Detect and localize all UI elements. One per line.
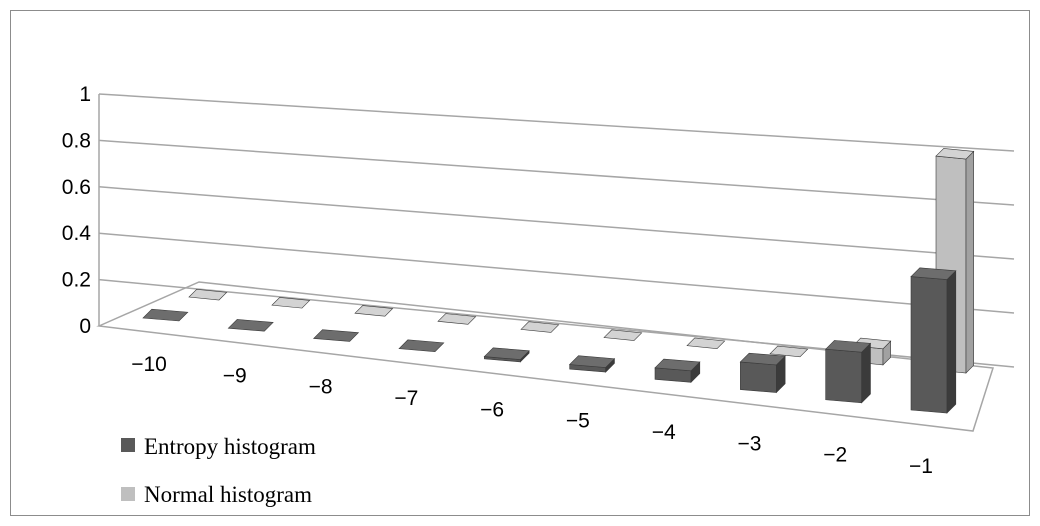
bar-entropy	[824, 340, 872, 404]
x-tick-label: −6	[480, 398, 504, 421]
floor-outline	[96, 281, 994, 432]
x-tick-label: −7	[394, 387, 418, 410]
x-tick-label: −10	[131, 353, 167, 376]
y-tick-label: 0.4	[62, 222, 92, 245]
bar-normal	[686, 337, 726, 349]
gridline	[98, 186, 1015, 260]
legend-label-normal: Normal histogram	[144, 482, 312, 507]
x-tick-label: −4	[652, 421, 676, 444]
y-tick-label: 0.2	[62, 269, 91, 292]
x-tick-label: −1	[909, 455, 933, 478]
x-tick-label: −5	[566, 410, 590, 433]
x-axis-ticks: −10 −9 −8 −7 −6 −5 −4 −3 −2 −1	[131, 353, 933, 478]
gridline	[98, 139, 1015, 206]
bar-normal	[769, 345, 809, 358]
gridline	[98, 93, 1015, 152]
bar-entropy	[654, 358, 701, 384]
gridlines	[96, 93, 1015, 432]
bar-entropy	[568, 355, 616, 373]
y-tick-label: 0.8	[62, 129, 91, 152]
bar-entropy	[483, 347, 530, 363]
bar-entropy	[398, 339, 445, 352]
bar-normal	[520, 321, 560, 333]
y-tick-label: 1	[79, 83, 91, 106]
bar-entropy	[142, 308, 189, 322]
y-tick-label: 0	[79, 315, 91, 338]
x-tick-label: −2	[823, 444, 847, 467]
bar-normal	[354, 305, 394, 317]
legend-label-entropy: Entropy histogram	[144, 434, 316, 459]
legend-swatch-entropy	[121, 438, 135, 452]
y-axis-ticks: 0 0.2 0.4 0.6 0.8 1	[62, 83, 92, 338]
gridline	[98, 232, 1015, 314]
bar-entropy	[910, 267, 957, 414]
legend-swatch-normal	[121, 487, 135, 501]
legend: Entropy histogram Normal histogram	[121, 434, 316, 507]
bar-entropy	[312, 329, 360, 342]
bar-normal	[271, 297, 311, 309]
bar-entropy	[227, 319, 274, 332]
x-tick-label: −3	[737, 432, 761, 455]
bar-normal	[437, 313, 477, 325]
chart-svg: 0 0.2 0.4 0.6 0.8 1 −10 −9 −8 −7 −6 −5 −4 −3 −2 −1 Ent…	[62, 83, 1015, 507]
x-tick-label: −9	[223, 364, 247, 387]
bar-normal	[603, 329, 643, 341]
bar-entropy	[739, 352, 786, 394]
bar-normal	[188, 288, 228, 301]
bars	[142, 148, 975, 414]
x-tick-label: −8	[309, 376, 333, 399]
chart-frame: 0 0.2 0.4 0.6 0.8 1 −10 −9 −8 −7 −6 −5 −4 −3 −2 −1 Ent…	[10, 10, 1030, 516]
y-tick-label: 0.6	[62, 176, 91, 199]
